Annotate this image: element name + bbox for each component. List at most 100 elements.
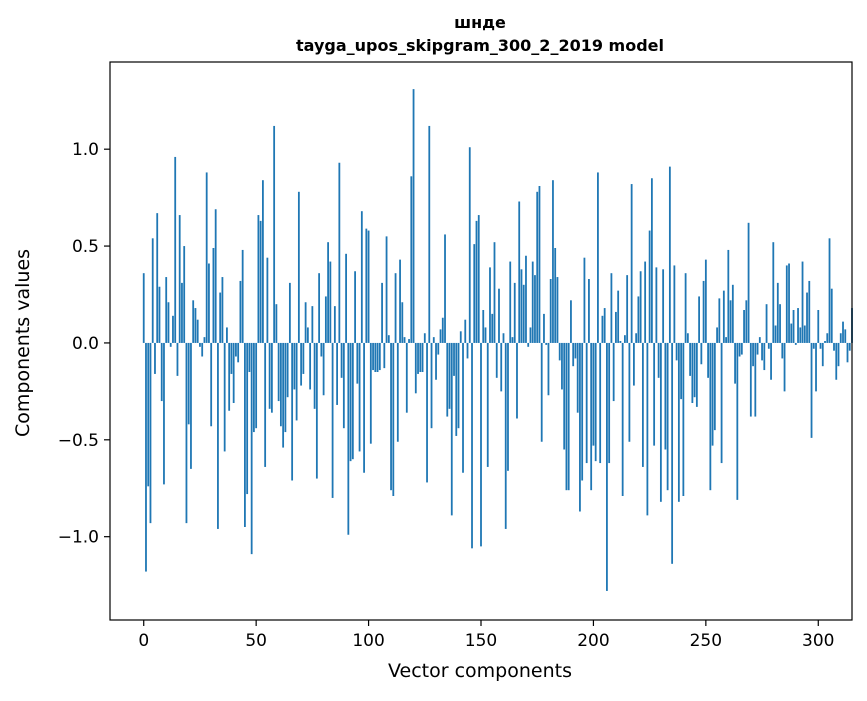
bar-250 — [704, 259, 707, 343]
bar-197 — [585, 342, 588, 464]
bar-238 — [677, 342, 680, 502]
bar-13 — [172, 315, 174, 343]
bar-313 — [846, 342, 849, 363]
bar-9 — [163, 342, 165, 485]
bar-303 — [824, 341, 826, 343]
bar-257 — [720, 342, 723, 464]
bar-232 — [664, 342, 667, 450]
bar-26 — [201, 342, 204, 357]
x-tick-label: 250 — [690, 631, 722, 651]
bar-252 — [709, 342, 712, 491]
bar-21 — [190, 342, 192, 469]
bar-273 — [756, 342, 759, 355]
bar-163 — [509, 261, 512, 343]
bar-296 — [808, 280, 811, 343]
bar-267 — [743, 310, 745, 343]
bar-58 — [273, 125, 276, 343]
bar-184 — [556, 277, 559, 343]
y-tick-label: −1.0 — [58, 528, 99, 548]
bar-81 — [324, 296, 327, 343]
bar-2 — [147, 342, 150, 487]
bar-256 — [718, 298, 721, 343]
bar-8 — [160, 342, 163, 402]
y-tick-label: 1.0 — [72, 140, 99, 160]
bar-177 — [540, 342, 543, 442]
bar-83 — [329, 261, 332, 343]
bar-192 — [574, 342, 577, 359]
bar-269 — [747, 222, 750, 343]
bar-132 — [439, 329, 442, 343]
bar-16 — [178, 215, 181, 343]
bar-88 — [340, 342, 343, 378]
bar-283 — [779, 304, 781, 343]
x-tick-label: 50 — [245, 631, 267, 651]
bar-174 — [534, 275, 536, 343]
bar-195 — [581, 342, 584, 481]
bar-241 — [684, 273, 687, 343]
bar-121 — [414, 342, 417, 394]
bar-199 — [590, 342, 593, 491]
bar-69 — [297, 191, 300, 343]
bar-284 — [781, 342, 784, 359]
bar-153 — [486, 342, 489, 467]
bar-297 — [810, 342, 813, 438]
bar-133 — [441, 317, 444, 343]
bar-33 — [217, 342, 219, 529]
bar-67 — [293, 342, 296, 390]
bar-277 — [765, 304, 768, 343]
bar-246 — [695, 342, 698, 407]
bar-60 — [277, 342, 280, 402]
bar-144 — [466, 342, 469, 359]
bar-244 — [691, 342, 694, 403]
bar-218 — [633, 342, 635, 386]
bar-52 — [259, 220, 262, 343]
bar-233 — [666, 342, 669, 491]
bar-211 — [617, 290, 620, 343]
bar-160 — [502, 333, 505, 343]
bar-263 — [734, 342, 736, 384]
bar-308 — [835, 342, 838, 380]
bar-20 — [187, 342, 190, 425]
bar-202 — [597, 172, 599, 343]
bar-306 — [830, 288, 833, 343]
bar-51 — [257, 215, 260, 343]
bar-32 — [214, 209, 217, 343]
bar-217 — [630, 184, 633, 343]
bar-237 — [675, 342, 678, 361]
bar-314 — [848, 342, 851, 351]
ticks-group: 0 50 100 150 200 250 300 −1.0 −0.5 0.0 0.5 1.0 — [58, 140, 835, 651]
bar-135 — [446, 342, 449, 417]
bar-35 — [221, 277, 224, 343]
bar-138 — [453, 342, 455, 376]
bar-75 — [311, 306, 314, 343]
bar-62 — [282, 342, 285, 448]
bar-140 — [457, 342, 460, 429]
bar-206 — [606, 342, 608, 591]
bar-251 — [707, 342, 709, 378]
bar-266 — [740, 342, 743, 355]
bar-118 — [408, 339, 410, 343]
bar-25 — [199, 342, 201, 347]
bar-30 — [210, 342, 213, 427]
bar-204 — [601, 315, 604, 343]
bar-290 — [794, 342, 797, 345]
bar-97 — [360, 211, 363, 343]
bar-169 — [522, 284, 525, 343]
bar-271 — [752, 342, 754, 367]
bar-295 — [806, 292, 808, 343]
bar-29 — [208, 263, 210, 343]
bar-235 — [671, 342, 674, 564]
bar-84 — [331, 342, 334, 498]
bar-276 — [763, 342, 766, 371]
bar-66 — [291, 342, 294, 481]
bar-281 — [774, 325, 777, 343]
y-tick-label: −0.5 — [58, 431, 99, 451]
bar-131 — [437, 342, 440, 355]
bar-1 — [145, 342, 147, 572]
bar-106 — [381, 282, 383, 343]
bar-129 — [432, 337, 435, 343]
bar-310 — [839, 333, 842, 343]
bar-145 — [468, 147, 471, 343]
bar-285 — [783, 342, 786, 392]
bar-19 — [185, 342, 188, 524]
